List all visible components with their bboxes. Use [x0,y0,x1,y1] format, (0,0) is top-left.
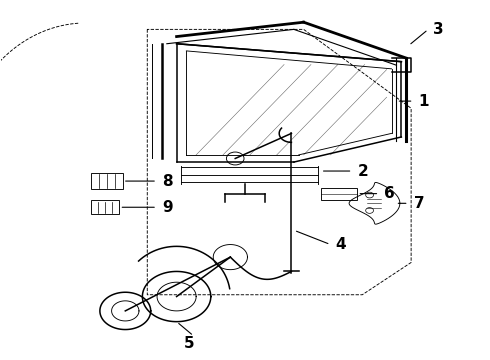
Bar [321,188,357,200]
Text: 5: 5 [183,336,194,351]
Text: 1: 1 [418,94,429,109]
Text: 6: 6 [384,186,395,201]
Bar [91,201,120,214]
Text: 4: 4 [335,237,346,252]
Text: 9: 9 [162,200,172,215]
Bar [91,173,123,189]
Text: 2: 2 [357,163,368,179]
Text: 8: 8 [162,174,172,189]
Text: 7: 7 [414,196,424,211]
Text: 3: 3 [433,22,444,37]
